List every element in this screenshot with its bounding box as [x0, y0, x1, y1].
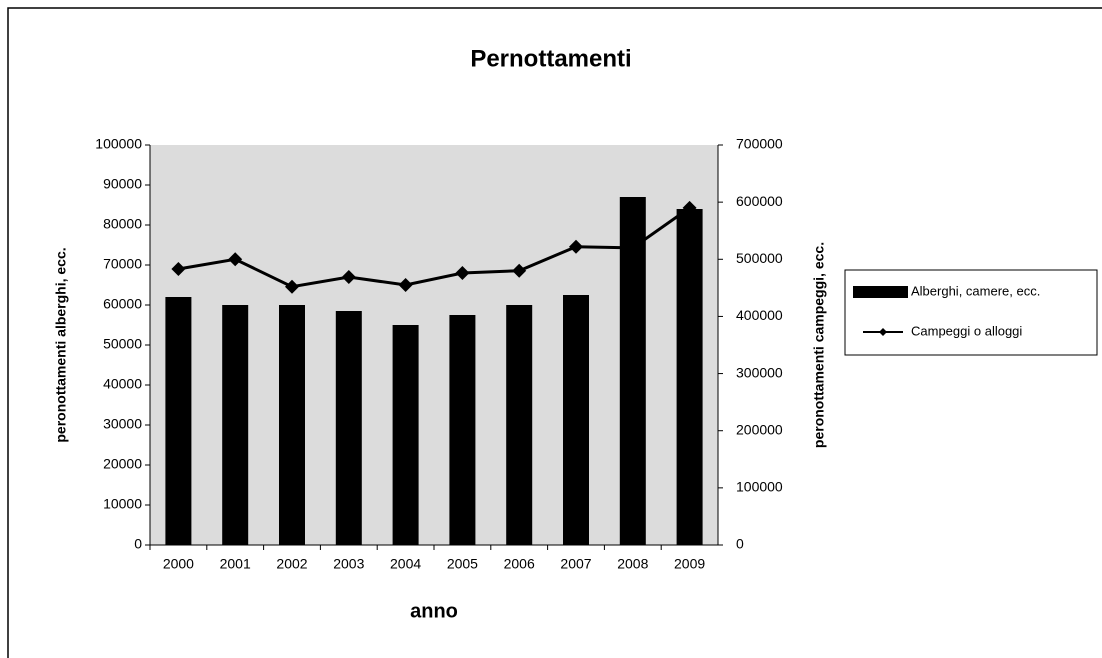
frame	[7, 7, 1102, 658]
x-tick-label: 2006	[504, 556, 535, 572]
x-axis-label: anno	[410, 600, 458, 622]
x-tick-label: 2005	[447, 556, 478, 572]
marker	[569, 239, 583, 254]
x-tick-label: 2001	[220, 556, 251, 572]
marker	[512, 263, 527, 278]
bar	[279, 305, 305, 545]
y-tick-label: 0	[134, 536, 142, 552]
x-tick-label: 2004	[390, 556, 421, 572]
y2-tick-label: 700000	[736, 136, 783, 152]
bar	[676, 209, 703, 545]
bar	[506, 305, 533, 545]
marker	[455, 266, 470, 280]
y2-tick-label: 100000	[736, 479, 783, 495]
bar	[449, 315, 476, 545]
marker	[625, 240, 640, 255]
x-tick-label: 2002	[276, 556, 307, 572]
bar	[222, 305, 249, 545]
y-tick-label: 70000	[103, 256, 142, 272]
y-tick-label: 40000	[103, 376, 142, 392]
y-tick-label: 20000	[103, 456, 142, 472]
marker	[398, 278, 413, 292]
y-tick-label: 10000	[103, 496, 142, 512]
x-tick-label: 2008	[617, 556, 648, 572]
y2-tick-label: 300000	[736, 364, 783, 380]
marker	[285, 279, 299, 294]
legend-label: Alberghi, camere, ecc.	[911, 283, 1040, 298]
line	[178, 206, 691, 289]
legend-box	[844, 269, 1098, 356]
y2-tick-label: 0	[736, 536, 744, 552]
y2-tick-label: 200000	[736, 421, 783, 437]
legend-marker	[879, 328, 887, 336]
y-tick-label: 60000	[103, 296, 142, 312]
bar	[335, 311, 362, 545]
marker	[682, 200, 697, 215]
legend-swatch	[853, 286, 908, 298]
y-axis-label: peronottamenti alberghi, ecc.	[53, 247, 69, 442]
y-tick-label: 30000	[103, 416, 142, 432]
chart-title: Pernottamenti	[470, 45, 631, 72]
y2-axis-label: peronottamenti campeggi, ecc.	[811, 242, 827, 448]
marker	[341, 270, 356, 284]
y2-tick-label: 400000	[736, 307, 783, 323]
x-tick-label: 2009	[674, 556, 705, 572]
marker	[228, 252, 243, 267]
marker	[171, 262, 186, 276]
y2-tick-label: 600000	[736, 193, 783, 209]
x-tick-label: 2007	[560, 556, 591, 572]
legend-label: Campeggi o alloggi	[911, 323, 1022, 338]
y-tick-label: 50000	[103, 336, 142, 352]
y-tick-label: 80000	[103, 216, 142, 232]
bar	[563, 295, 589, 545]
x-tick-label: 2000	[163, 556, 194, 572]
bar	[619, 197, 646, 545]
y-tick-label: 90000	[103, 176, 142, 192]
x-tick-label: 2003	[333, 556, 364, 572]
y-tick-label: 100000	[95, 136, 142, 152]
y2-tick-label: 500000	[736, 250, 783, 266]
bar	[165, 297, 192, 545]
bar	[392, 325, 419, 545]
